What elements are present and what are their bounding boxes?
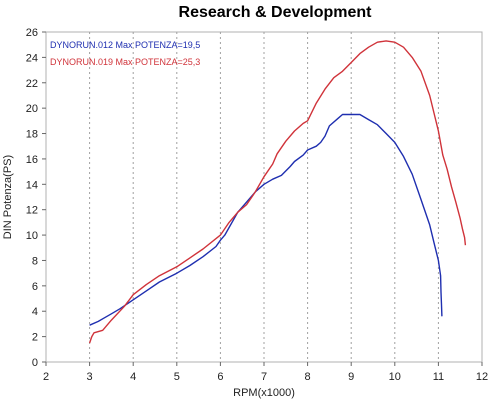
y-tick-label: 6 xyxy=(32,281,38,293)
x-tick-label: 6 xyxy=(217,371,223,383)
y-tick-label: 10 xyxy=(26,230,38,242)
x-axis: 2 3 4 5 6 7 8 9 10 11 12 xyxy=(43,362,488,383)
y-tick-label: 14 xyxy=(26,179,38,191)
series-layer xyxy=(88,40,467,344)
y-tick-label: 18 xyxy=(26,129,38,141)
y-axis-title: DIN Potenza(PS) xyxy=(2,155,14,239)
x-tick-label: 8 xyxy=(305,371,311,383)
y-tick-label: 0 xyxy=(32,357,38,369)
series-line-1 xyxy=(89,113,443,326)
y-tick-label: 22 xyxy=(26,78,38,90)
grid-layer xyxy=(89,32,439,362)
x-tick-label: 5 xyxy=(174,371,180,383)
y-tick-label: 2 xyxy=(32,332,38,344)
y-tick-label: 4 xyxy=(32,306,38,318)
legend: DYNORUN.012 Max POTENZA=19,5 DYNORUN.019 … xyxy=(50,40,200,67)
x-tick-label: 4 xyxy=(130,371,136,383)
x-tick-label: 7 xyxy=(261,371,267,383)
y-tick-label: 20 xyxy=(26,103,38,115)
y-tick-label: 8 xyxy=(32,255,38,267)
legend-entry-2: DYNORUN.019 Max POTENZA=25,3 xyxy=(50,57,200,67)
y-tick-label: 12 xyxy=(26,205,38,217)
y-tick-label: 16 xyxy=(26,154,38,166)
x-tick-label: 3 xyxy=(87,371,93,383)
chart-title: Research & Development xyxy=(179,4,373,21)
series-line-2 xyxy=(88,40,467,344)
x-tick-label: 12 xyxy=(476,371,488,383)
y-tick-label: 24 xyxy=(26,52,38,64)
y-tick-label: 26 xyxy=(26,27,38,39)
x-tick-label: 2 xyxy=(43,371,49,383)
legend-entry-1: DYNORUN.012 Max POTENZA=19,5 xyxy=(50,40,200,50)
x-tick-label: 9 xyxy=(348,371,354,383)
x-axis-title: RPM(x1000) xyxy=(233,387,295,399)
x-tick-label: 10 xyxy=(389,371,401,383)
x-tick-label: 11 xyxy=(433,371,444,383)
